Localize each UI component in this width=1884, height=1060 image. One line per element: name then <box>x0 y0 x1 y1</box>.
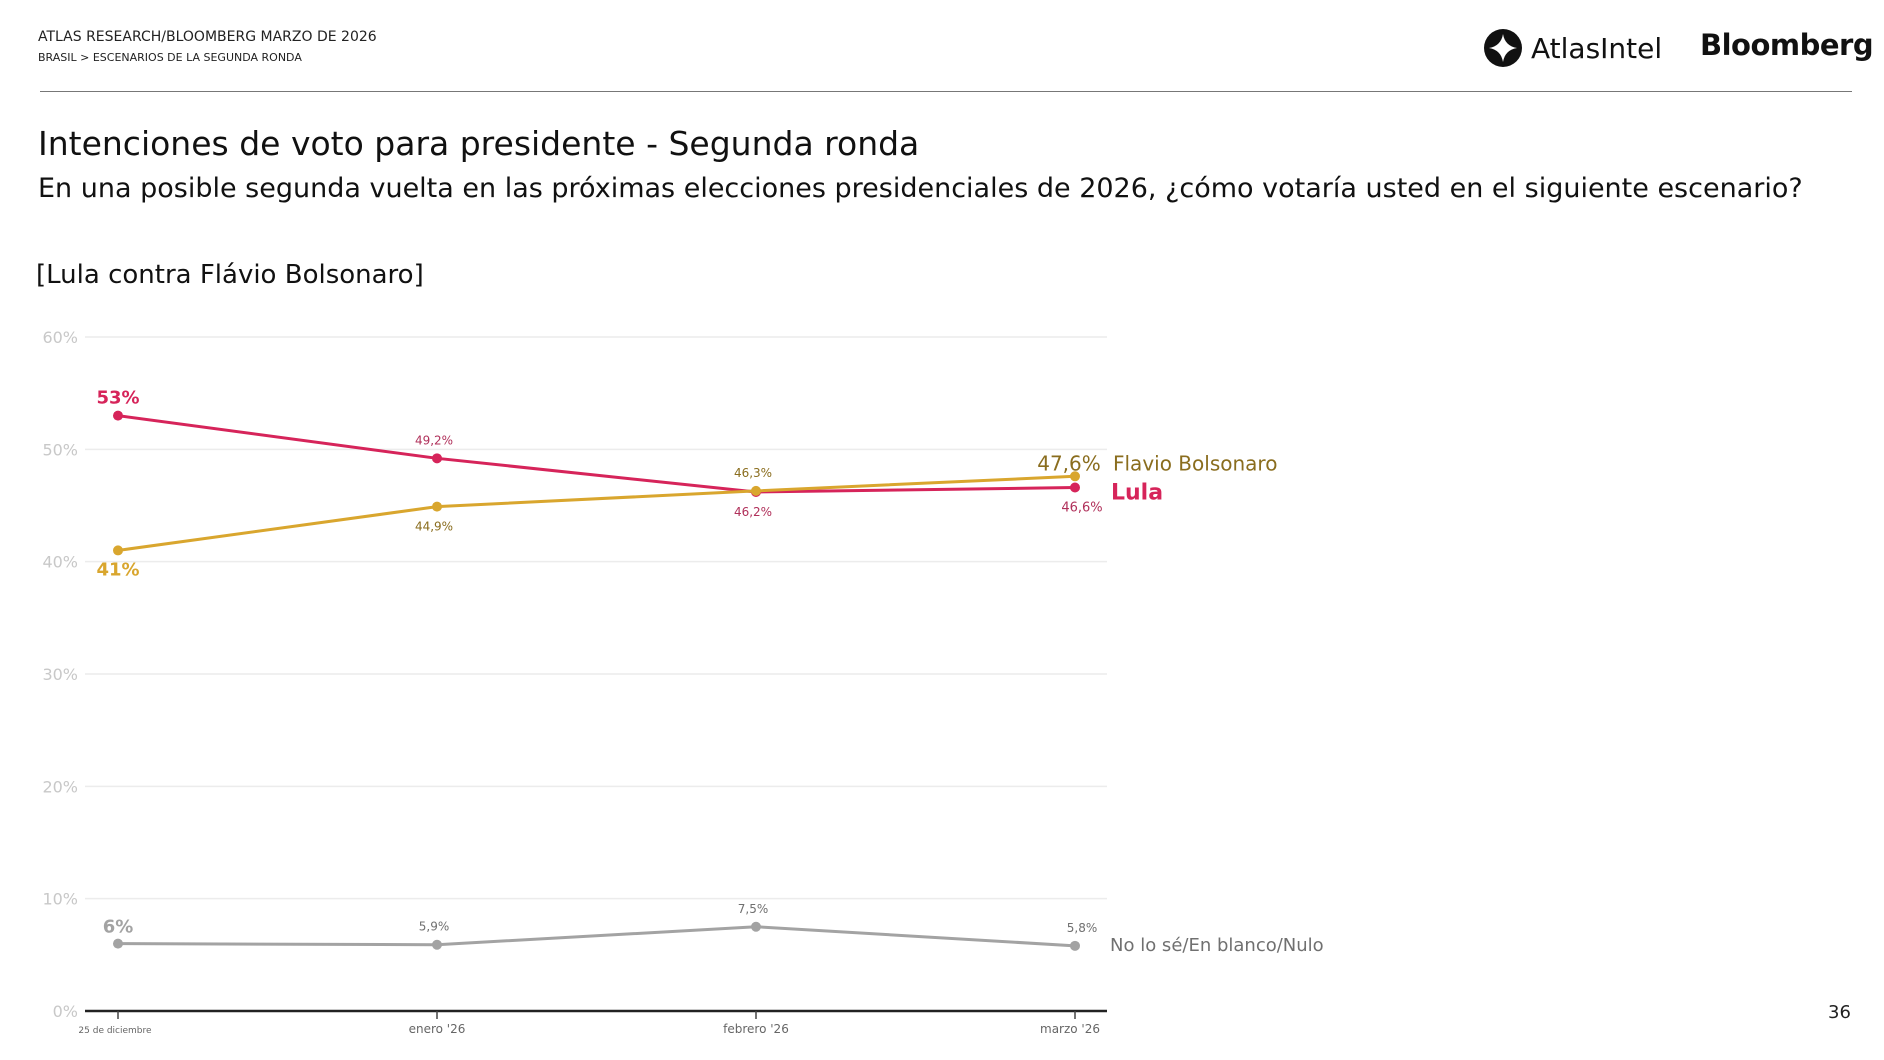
x-tick-label: febrero '26 <box>723 1022 789 1036</box>
bloomberg-logo: Bloomberg <box>1700 28 1874 62</box>
data-label: 6% <box>103 917 134 938</box>
y-tick-label: 60% <box>42 328 78 347</box>
data-point <box>432 939 442 950</box>
header-divider <box>40 91 1852 92</box>
data-point <box>1070 482 1080 493</box>
data-point <box>432 501 442 512</box>
series-line-1 <box>117 474 1076 552</box>
data-point <box>1070 940 1080 951</box>
breadcrumb: BRASIL > ESCENARIOS DE LA SEGUNDA RONDA <box>38 51 302 64</box>
data-label: 5,8% <box>1067 921 1098 935</box>
data-label: 46,6% <box>1061 501 1102 516</box>
x-tick-label: marzo '26 <box>1040 1022 1100 1036</box>
survey-question: En una posible segunda vuelta en las pró… <box>38 173 1803 204</box>
data-label: 44,9% <box>415 520 453 534</box>
atlasintel-logo-text: AtlasIntel <box>1531 31 1663 65</box>
y-tick-label: 50% <box>42 440 78 459</box>
data-label: 47,6% <box>1037 451 1101 475</box>
scenario-label: [Lula contra Flávio Bolsonaro] <box>36 260 424 290</box>
data-point <box>113 545 123 556</box>
data-label: 53% <box>96 388 139 409</box>
x-tick-label: enero '26 <box>409 1022 466 1036</box>
data-label: 49,2% <box>415 433 453 447</box>
data-point <box>432 453 442 464</box>
page-number: 36 <box>1828 1002 1851 1023</box>
data-label: 41% <box>96 559 139 580</box>
y-tick-label: 40% <box>42 553 78 572</box>
atlasintel-logo: AtlasIntel <box>1483 28 1662 68</box>
series-label-nulo: No lo sé/En blanco/Nulo <box>1110 935 1324 956</box>
x-tick-label: 25 de diciembre <box>78 1026 152 1036</box>
data-point <box>751 921 761 932</box>
y-tick-label: 30% <box>42 665 78 684</box>
data-label: 46,3% <box>734 466 772 480</box>
atlasintel-logo-icon <box>1484 29 1522 67</box>
y-tick-label: 0% <box>53 1002 78 1021</box>
report-header-title: ATLAS RESEARCH/BLOOMBERG MARZO DE 2026 <box>38 29 377 45</box>
data-point <box>1070 471 1080 482</box>
series-label-flavio: Flavio Bolsonaro <box>1113 451 1277 475</box>
page-title: Intenciones de voto para presidente - Se… <box>38 124 920 163</box>
data-label: 5,9% <box>419 920 450 934</box>
data-label: 46,2% <box>734 505 772 519</box>
data-label: 7,5% <box>738 902 769 916</box>
data-point <box>113 410 123 421</box>
series-line-0 <box>117 414 1076 494</box>
y-tick-label: 20% <box>42 777 78 796</box>
y-tick-label: 10% <box>42 890 78 909</box>
data-point <box>113 938 123 949</box>
series-label-lula: Lula <box>1111 481 1163 506</box>
data-point <box>751 485 761 496</box>
series-line-2 <box>117 925 1076 948</box>
